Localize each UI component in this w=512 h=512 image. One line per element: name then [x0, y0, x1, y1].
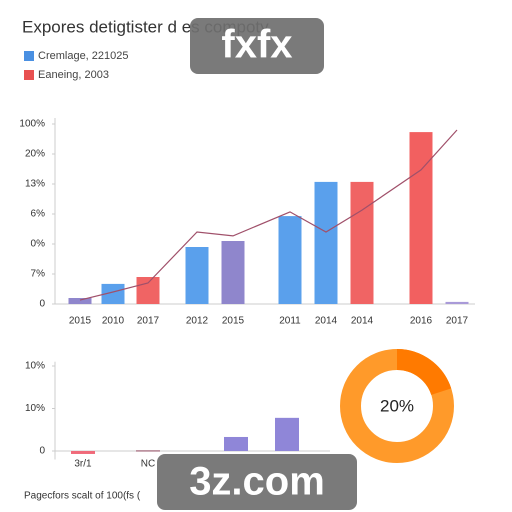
line — [79, 129, 458, 301]
bar — [136, 277, 160, 304]
x-tick-label: 2011 — [279, 316, 301, 327]
x-tick-label: 2017 — [446, 316, 469, 327]
watermark: fxfx — [221, 23, 292, 67]
bar — [185, 247, 209, 304]
y-tick-label: 7% — [31, 269, 46, 280]
x-tick-label: 2014 — [315, 316, 338, 327]
x-tick-label: 2017 — [137, 316, 160, 327]
bar — [221, 241, 245, 304]
y-tick-label: 13% — [25, 179, 45, 190]
bar — [101, 283, 125, 304]
x-tick-label: NC — [141, 459, 155, 470]
bar — [445, 301, 469, 304]
watermark-box — [157, 454, 357, 510]
y-tick-label: 100% — [19, 119, 45, 130]
y-tick-label: 6% — [31, 209, 46, 220]
bar — [136, 450, 160, 452]
watermark-box — [190, 18, 324, 74]
x-tick-label: 3r/1 — [74, 459, 92, 470]
y-tick-label: 0% — [31, 239, 46, 250]
bar — [314, 181, 338, 304]
x-tick-label: 2012 — [186, 316, 209, 327]
y-tick-label: 10% — [25, 361, 45, 372]
x-tick-label: 2010 — [102, 316, 125, 327]
bar — [278, 216, 302, 304]
x-tick-label: 2016 — [410, 316, 433, 327]
bar — [350, 181, 374, 304]
bar — [409, 132, 433, 304]
bar — [275, 417, 299, 451]
x-tick-label: 2015 — [69, 316, 92, 327]
bar — [68, 298, 92, 304]
donut-label: 20% — [380, 396, 414, 415]
x-tick-label: 2014 — [351, 316, 374, 327]
footer: Pagecfors scalt of 100(fs ( — [24, 491, 141, 502]
donut-segment — [396, 349, 452, 396]
watermark: 3z.com — [189, 460, 325, 504]
legend-swatch — [24, 70, 34, 80]
y-tick-label: 0 — [39, 299, 45, 310]
legend-label: Eaneing, 2003 — [38, 69, 109, 81]
bar — [224, 436, 248, 451]
x-tick-label: 2015 — [222, 316, 245, 327]
legend-swatch — [24, 51, 34, 61]
bar — [71, 451, 95, 454]
y-tick-label: 0 — [39, 446, 45, 457]
legend-label: Cremlage, 221025 — [38, 50, 129, 62]
y-tick-label: 20% — [25, 149, 45, 160]
y-tick-label: 10% — [25, 403, 45, 414]
